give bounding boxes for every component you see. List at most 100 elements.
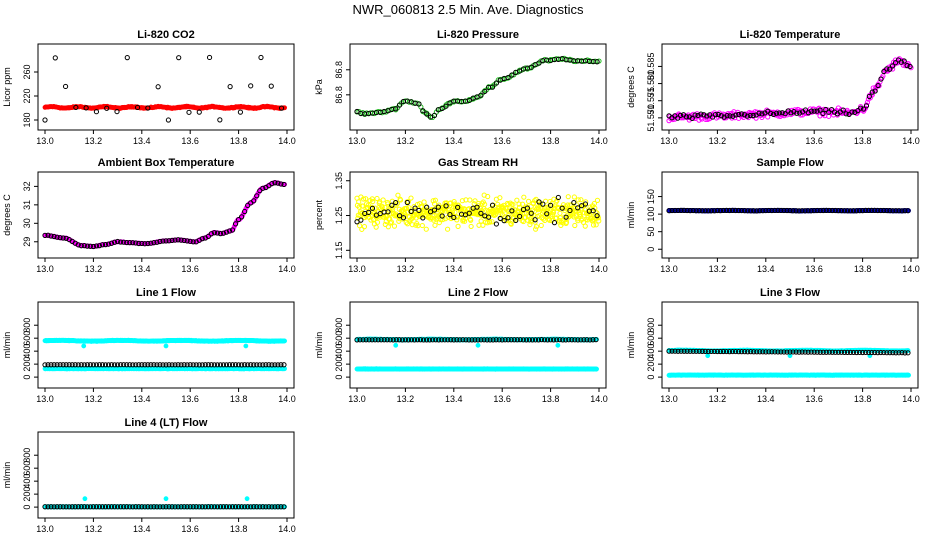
x-tick-label: 13.4 bbox=[757, 264, 775, 274]
y-tick-label: 51.585 bbox=[646, 53, 656, 81]
y-axis-label: percent bbox=[314, 199, 324, 230]
data-point bbox=[527, 221, 533, 228]
data-point bbox=[424, 111, 430, 117]
data-point bbox=[62, 83, 69, 90]
data-point bbox=[765, 114, 771, 120]
x-tick-label: 13.6 bbox=[493, 264, 511, 274]
y-axis-label: kPa bbox=[314, 79, 324, 95]
series-magenta bbox=[42, 180, 287, 249]
x-tick-label: 13.6 bbox=[805, 264, 823, 274]
y-tick-label: 800 bbox=[22, 318, 32, 333]
x-tick-label: 13.8 bbox=[542, 394, 560, 404]
data-point bbox=[227, 84, 233, 90]
series-black bbox=[42, 362, 287, 368]
data-point bbox=[370, 198, 376, 205]
x-tick-label: 13.8 bbox=[854, 264, 872, 274]
x-tick-label: 13.6 bbox=[805, 136, 823, 146]
data-point bbox=[890, 66, 896, 72]
data-point bbox=[134, 104, 141, 111]
x-tick-label: 14.0 bbox=[902, 264, 920, 274]
x-tick-label: 13.6 bbox=[805, 394, 823, 404]
data-point bbox=[354, 108, 360, 115]
data-point bbox=[578, 197, 584, 203]
y-tick-label: 1.35 bbox=[334, 172, 344, 190]
y-tick-label: 31 bbox=[22, 200, 32, 210]
y-axis-label: Licor ppm bbox=[2, 67, 12, 107]
data-point bbox=[73, 104, 79, 111]
x-tick-label: 13.8 bbox=[542, 136, 560, 146]
data-point bbox=[582, 223, 588, 229]
panel-title: Li-820 Temperature bbox=[740, 29, 841, 41]
data-point bbox=[145, 105, 151, 111]
data-point bbox=[528, 64, 534, 70]
x-tick-label: 13.8 bbox=[230, 136, 248, 146]
data-point bbox=[466, 97, 472, 104]
y-tick-label: 1.15 bbox=[334, 242, 344, 260]
x-tick-label: 13.6 bbox=[181, 136, 199, 146]
panel-title: Li-820 Pressure bbox=[437, 29, 519, 41]
x-tick-label: 14.0 bbox=[590, 136, 608, 146]
y-tick-label: 0 bbox=[646, 375, 656, 380]
x-tick-label: 13.0 bbox=[348, 136, 366, 146]
data-point bbox=[83, 105, 89, 111]
x-tick-label: 14.0 bbox=[278, 394, 296, 404]
data-point bbox=[468, 223, 474, 230]
data-point bbox=[268, 83, 274, 89]
data-point bbox=[521, 194, 527, 200]
x-tick-label: 13.8 bbox=[230, 264, 248, 274]
data-point bbox=[482, 88, 488, 95]
x-tick-label: 13.2 bbox=[709, 394, 727, 404]
data-point bbox=[455, 223, 461, 229]
data-point bbox=[594, 59, 600, 65]
data-point bbox=[396, 102, 403, 108]
y-axis-label: degrees C bbox=[2, 194, 12, 236]
data-point bbox=[393, 106, 399, 112]
x-tick-label: 13.0 bbox=[36, 264, 54, 274]
data-point bbox=[196, 109, 202, 115]
data-point bbox=[258, 54, 264, 61]
x-tick-label: 13.4 bbox=[133, 394, 151, 404]
figure-title: NWR_060813 2.5 Min. Ave. Diagnostics bbox=[353, 2, 584, 17]
x-tick-label: 13.2 bbox=[85, 136, 103, 146]
y-tick-label: 1.25 bbox=[334, 207, 344, 225]
data-point bbox=[104, 105, 110, 111]
x-tick-label: 13.0 bbox=[348, 394, 366, 404]
data-point bbox=[489, 84, 496, 90]
data-point bbox=[538, 222, 544, 229]
panel-title: Line 1 Flow bbox=[136, 287, 196, 299]
data-point bbox=[517, 68, 523, 74]
y-axis-label: ml/min bbox=[626, 332, 636, 359]
data-point bbox=[52, 55, 58, 61]
panel-title: Gas Stream RH bbox=[438, 157, 518, 169]
x-tick-label: 13.2 bbox=[397, 264, 415, 274]
y-tick-label: 150 bbox=[646, 189, 656, 204]
y-tick-label: 260 bbox=[22, 64, 32, 79]
data-point bbox=[593, 222, 599, 228]
data-point bbox=[526, 198, 532, 204]
data-point bbox=[493, 221, 499, 227]
data-point bbox=[478, 92, 484, 98]
data-point bbox=[557, 210, 563, 216]
x-tick-label: 13.2 bbox=[85, 394, 103, 404]
x-tick-label: 13.8 bbox=[542, 264, 560, 274]
data-point bbox=[419, 222, 425, 229]
panel-title: Li-820 CO2 bbox=[137, 29, 194, 41]
data-point bbox=[416, 101, 422, 107]
data-point bbox=[439, 105, 445, 112]
data-point bbox=[124, 55, 130, 61]
series-yellow bbox=[354, 192, 602, 232]
x-tick-label: 13.4 bbox=[445, 136, 463, 146]
data-point bbox=[505, 74, 511, 81]
data-point bbox=[493, 80, 499, 86]
x-tick-label: 13.2 bbox=[397, 394, 415, 404]
data-point bbox=[155, 84, 161, 90]
data-point bbox=[408, 195, 414, 201]
data-point bbox=[42, 117, 48, 123]
data-point bbox=[243, 343, 249, 349]
